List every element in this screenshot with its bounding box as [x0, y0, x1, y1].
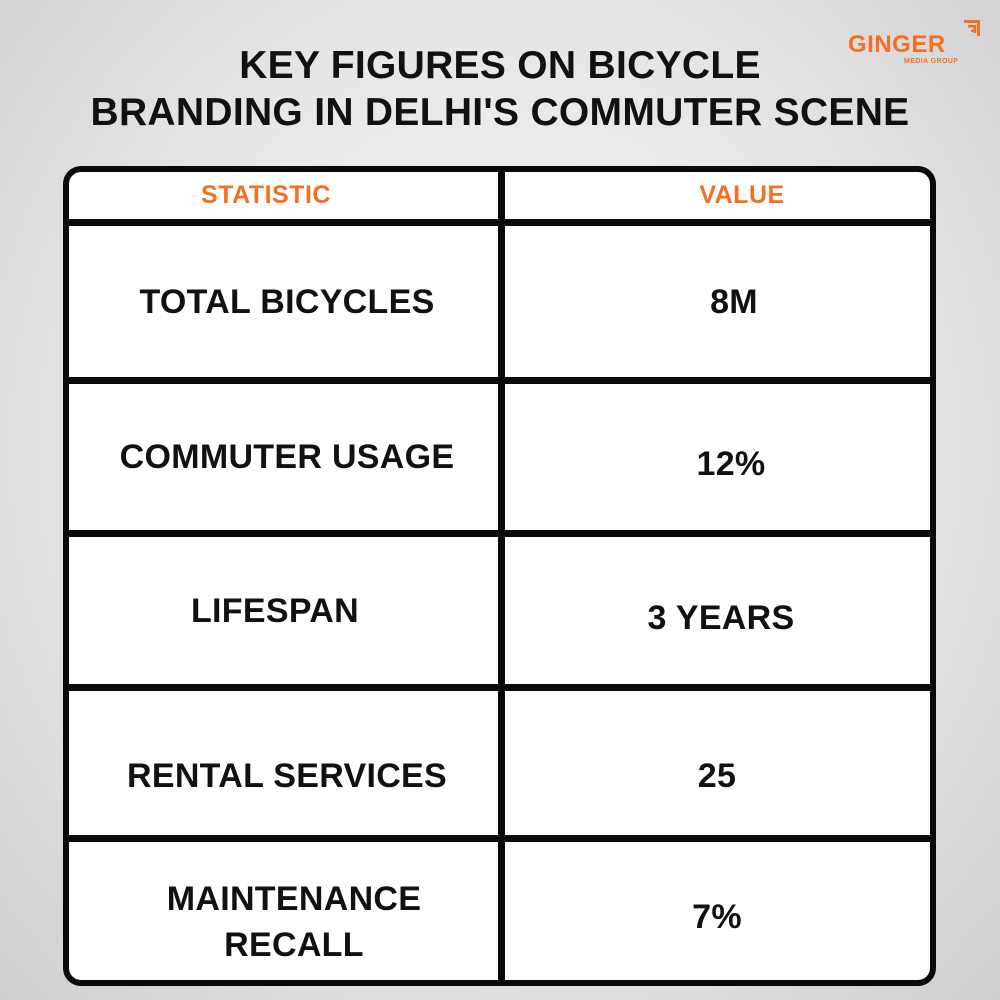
row-divider — [69, 835, 930, 842]
logo-subtitle: MEDIA GROUP — [904, 58, 959, 65]
row-divider — [69, 377, 930, 384]
page-title: KEY FIGURES ON BICYCLE BRANDING IN DELHI… — [0, 42, 1000, 136]
row-2-statistic: COMMUTER USAGE — [119, 438, 455, 476]
row-divider — [69, 530, 930, 537]
logo-name: GINGER — [848, 31, 946, 58]
column-divider — [498, 172, 505, 980]
row-3-statistic: LIFESPAN — [190, 591, 359, 630]
header-value: VALUE — [699, 181, 785, 209]
statistics-table: STATISTIC VALUE TOTAL BICYCLES 8M COMMUT… — [63, 166, 936, 986]
row-divider — [69, 684, 930, 691]
row-4-value: 25 — [697, 757, 737, 795]
row-1-value: 8M — [710, 282, 758, 321]
header-statistic: STATISTIC — [201, 181, 331, 209]
row-2-value: 12% — [696, 445, 766, 483]
row-5-statistic: MAINTENANCE RECALL — [166, 880, 422, 964]
title-line-1: KEY FIGURES ON BICYCLE — [239, 44, 761, 87]
row-1-statistic: TOTAL BICYCLES — [139, 282, 435, 321]
row-4-statistic: RENTAL SERVICES — [126, 757, 447, 795]
title-line-2: BRANDING IN DELHI'S COMMUTER SCENE — [90, 91, 910, 134]
row-5-value: 7% — [692, 898, 742, 936]
row-3-value: 3 YEARS — [647, 599, 795, 637]
row-divider — [69, 219, 930, 226]
ginger-media-group-logo: GINGER MEDIA GROUP — [848, 18, 988, 68]
logo-mark-icon — [964, 20, 980, 36]
